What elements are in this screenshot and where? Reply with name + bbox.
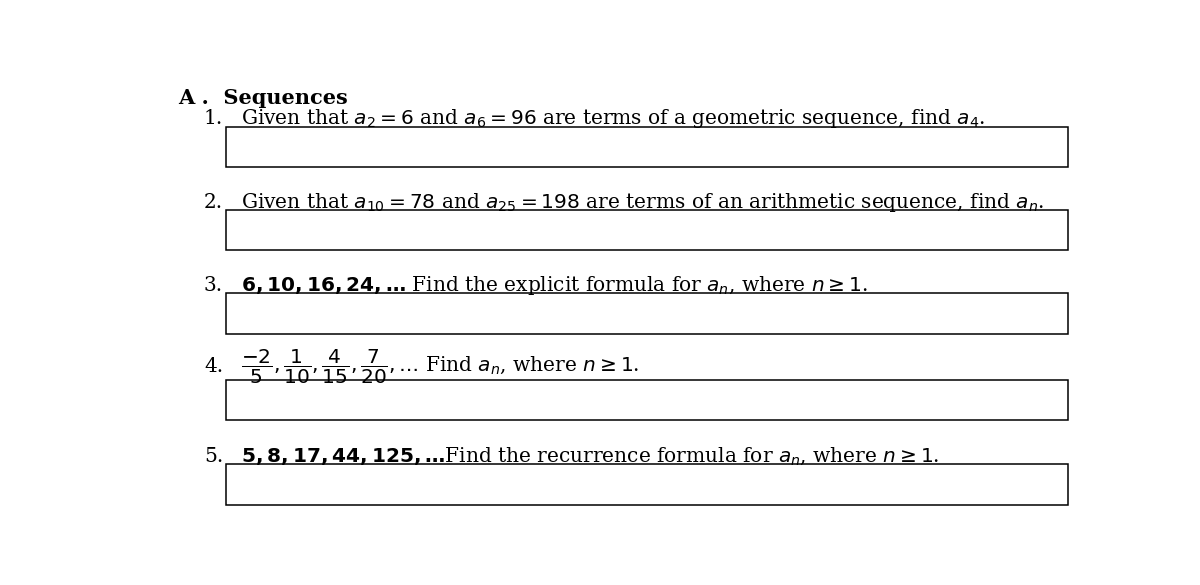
FancyBboxPatch shape	[227, 293, 1068, 333]
Text: $\dfrac{-2}{5}, \dfrac{1}{10}, \dfrac{4}{15}, \dfrac{7}{20}, \ldots$ Find $a_n$,: $\dfrac{-2}{5}, \dfrac{1}{10}, \dfrac{4}…	[241, 347, 640, 386]
Text: $\mathbf{6, 10, 16, 24, \ldots}$ Find the explicit formula for $a_n$, where $n \: $\mathbf{6, 10, 16, 24, \ldots}$ Find th…	[241, 274, 868, 297]
Text: 3.: 3.	[204, 276, 223, 295]
Text: $\mathbf{5, 8, 17, 44, 125, \ldots}$Find the recurrence formula for $a_n$, where: $\mathbf{5, 8, 17, 44, 125, \ldots}$Find…	[241, 446, 940, 467]
Text: A .  Sequences: A . Sequences	[178, 88, 348, 108]
Text: 1.: 1.	[204, 109, 223, 128]
FancyBboxPatch shape	[227, 464, 1068, 505]
Text: Given that $a_2 = 6$ and $a_6 = 96$ are terms of a geometric sequence, find $a_4: Given that $a_2 = 6$ and $a_6 = 96$ are …	[241, 107, 985, 130]
Text: Given that $a_{10} = 78$ and $a_{25} = 198$ are terms of an arithmetic sequence,: Given that $a_{10} = 78$ and $a_{25} = 1…	[241, 191, 1044, 214]
Text: 4.: 4.	[204, 357, 223, 376]
FancyBboxPatch shape	[227, 380, 1068, 420]
Text: 2.: 2.	[204, 192, 223, 212]
FancyBboxPatch shape	[227, 126, 1068, 167]
FancyBboxPatch shape	[227, 210, 1068, 250]
Text: 5.: 5.	[204, 447, 223, 466]
